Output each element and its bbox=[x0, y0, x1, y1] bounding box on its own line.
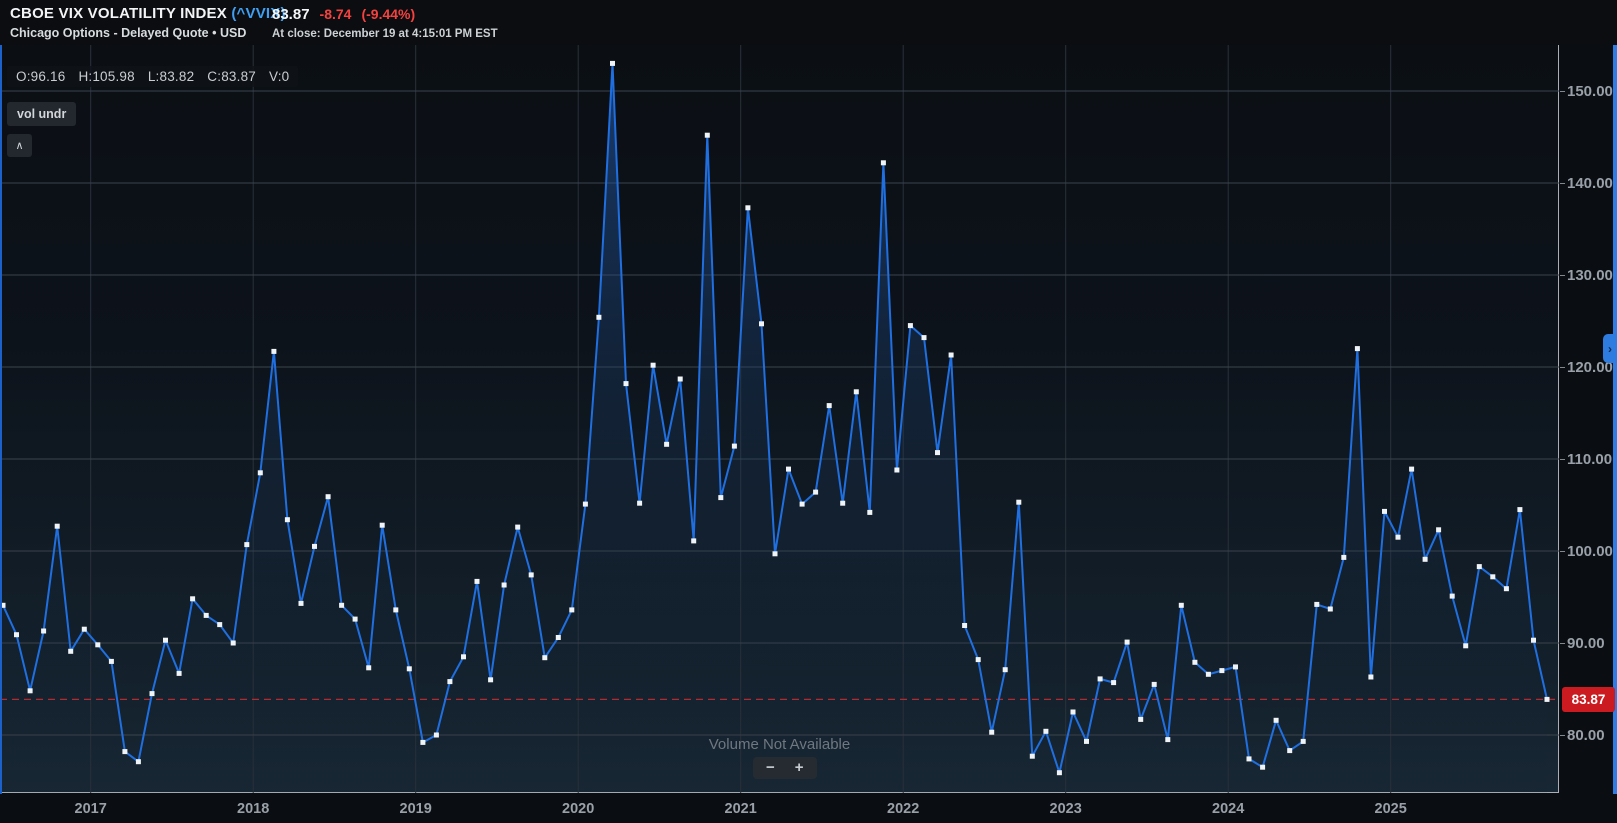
quote-header: CBOE VIX VOLATILITY INDEX (^VVIX) Chicag… bbox=[0, 0, 1617, 45]
axis-expand-tab[interactable]: › bbox=[1603, 334, 1617, 363]
y-axis-tick-mark bbox=[1560, 459, 1565, 460]
y-axis-label: 130.00 bbox=[1567, 267, 1613, 284]
x-axis-year-label: 2022 bbox=[887, 801, 920, 817]
x-axis-year-label: 2017 bbox=[74, 801, 107, 817]
chevron-right-icon: › bbox=[1608, 341, 1612, 356]
volume-not-available-label: Volume Not Available bbox=[708, 736, 851, 753]
price-block: 83.87 -8.74 (-9.44%) At close: December … bbox=[272, 6, 498, 40]
y-axis-tick-mark bbox=[1560, 367, 1565, 368]
y-axis-label: 150.00 bbox=[1567, 83, 1613, 100]
y-axis-label: 120.00 bbox=[1567, 359, 1613, 376]
x-axis-year-label: 2018 bbox=[237, 801, 270, 817]
price-change-percent: (-9.44%) bbox=[361, 6, 416, 22]
ohlc-close: C:83.87 bbox=[207, 69, 256, 84]
zoom-control: − + bbox=[753, 757, 817, 779]
at-close-timestamp: At close: December 19 at 4:15:01 PM EST bbox=[272, 28, 498, 40]
ohlc-high: H:105.98 bbox=[78, 69, 135, 84]
chart-plot-area[interactable] bbox=[0, 45, 1559, 793]
page-title: CBOE VIX VOLATILITY INDEX (^VVIX) bbox=[10, 5, 286, 22]
last-price: 83.87 bbox=[272, 6, 310, 23]
ohlc-low: L:83.82 bbox=[147, 69, 195, 84]
collapse-panel-button[interactable]: ∧ bbox=[7, 134, 32, 157]
y-axis-label: 140.00 bbox=[1567, 175, 1613, 192]
x-axis-year-label: 2021 bbox=[724, 801, 757, 817]
price-change: -8.74 bbox=[319, 6, 352, 22]
y-axis-label: 80.00 bbox=[1567, 727, 1605, 744]
ohlc-open: O:96.16 bbox=[16, 69, 66, 84]
data-point-markers bbox=[0, 60, 1550, 776]
y-axis-label: 100.00 bbox=[1567, 543, 1613, 560]
ohlc-readout: O:96.16 H:105.98 L:83.82 C:83.87 V:0 bbox=[7, 66, 299, 87]
x-axis-year-label: 2024 bbox=[1212, 801, 1245, 817]
y-axis-tick-mark bbox=[1560, 91, 1565, 92]
y-axis-tick-mark bbox=[1560, 275, 1565, 276]
ohlc-volume: V:0 bbox=[268, 69, 290, 84]
zoom-in-button[interactable]: + bbox=[794, 759, 804, 776]
y-axis-tick-mark bbox=[1560, 551, 1565, 552]
y-axis-tick-mark bbox=[1560, 735, 1565, 736]
y-axis-label: 90.00 bbox=[1567, 635, 1605, 652]
price-line-chart[interactable] bbox=[0, 45, 1559, 793]
last-price-axis-tag: 83.87 bbox=[1562, 687, 1615, 712]
exchange-subtitle: Chicago Options - Delayed Quote • USD bbox=[10, 26, 247, 40]
pane-right-border bbox=[1613, 45, 1617, 794]
chevron-up-icon: ∧ bbox=[15, 140, 24, 152]
x-axis-year-label: 2020 bbox=[562, 801, 595, 817]
area-fill bbox=[0, 63, 1547, 793]
x-axis-year-label: 2023 bbox=[1049, 801, 1082, 817]
pane-left-border bbox=[0, 45, 2, 794]
title-block: CBOE VIX VOLATILITY INDEX (^VVIX) Chicag… bbox=[10, 5, 286, 40]
y-axis-tick-mark bbox=[1560, 183, 1565, 184]
instrument-name: CBOE VIX VOLATILITY INDEX bbox=[10, 5, 227, 22]
y-axis-tick-mark bbox=[1560, 643, 1565, 644]
x-axis-year-label: 2019 bbox=[399, 801, 432, 817]
zoom-out-button[interactable]: − bbox=[766, 759, 775, 776]
ticker-symbol: (^VVIX) bbox=[231, 5, 286, 22]
y-axis-label: 110.00 bbox=[1567, 451, 1613, 468]
x-axis-year-label: 2025 bbox=[1374, 801, 1407, 817]
vol-undr-indicator-button[interactable]: vol undr bbox=[7, 102, 77, 126]
price-line bbox=[0, 62, 1548, 774]
